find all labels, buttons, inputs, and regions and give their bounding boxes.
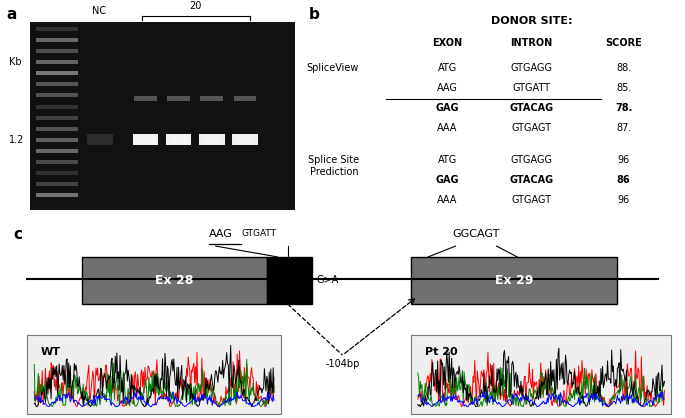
Text: SCORE: SCORE	[606, 38, 642, 48]
Text: 78.: 78.	[615, 103, 632, 113]
Text: Splice Site
Prediction: Splice Site Prediction	[308, 155, 359, 177]
Text: G>A: G>A	[316, 275, 338, 285]
Text: DONOR SITE:: DONOR SITE:	[491, 15, 572, 25]
Text: 1.2: 1.2	[9, 135, 25, 145]
Bar	[167, 96, 190, 101]
Bar	[36, 193, 78, 197]
Text: GAG: GAG	[436, 103, 459, 113]
Bar	[201, 96, 223, 101]
Text: b: b	[309, 7, 320, 22]
Text: GGCAGT: GGCAGT	[452, 229, 500, 240]
Bar	[36, 27, 78, 31]
Text: GAG: GAG	[436, 175, 459, 185]
Text: GTGATT: GTGATT	[242, 229, 277, 238]
Bar	[234, 96, 256, 101]
Bar	[36, 160, 78, 164]
Text: c: c	[14, 227, 23, 242]
Text: GTGAGT: GTGAGT	[512, 195, 551, 205]
Bar	[36, 149, 78, 153]
Text: ATG: ATG	[438, 63, 457, 73]
Bar	[166, 134, 191, 145]
Text: Ex 29: Ex 29	[495, 274, 533, 287]
Bar	[88, 134, 113, 145]
Text: WT: WT	[41, 347, 61, 357]
Text: NC: NC	[92, 5, 107, 15]
Bar	[411, 336, 671, 414]
Text: 85.: 85.	[616, 83, 632, 93]
Bar	[36, 138, 78, 142]
Text: a: a	[6, 7, 16, 22]
Bar	[36, 94, 78, 97]
Bar	[27, 336, 281, 414]
Bar	[82, 257, 267, 304]
Bar	[267, 257, 312, 304]
Text: INTRON: INTRON	[510, 38, 553, 48]
Bar	[199, 134, 225, 145]
Text: 96: 96	[617, 195, 630, 205]
Bar	[411, 257, 616, 304]
Text: EXON: EXON	[432, 38, 462, 48]
Bar	[36, 171, 78, 175]
Text: AAG: AAG	[209, 229, 233, 240]
Bar	[133, 134, 158, 145]
Bar	[36, 82, 78, 87]
Text: 96: 96	[617, 155, 630, 165]
Text: Ex 28: Ex 28	[155, 274, 194, 287]
Text: 86: 86	[616, 175, 630, 185]
Text: 88.: 88.	[616, 63, 632, 73]
Bar	[236, 136, 253, 143]
Bar	[36, 104, 78, 109]
Bar	[36, 116, 78, 120]
Bar	[203, 136, 220, 143]
Text: GTACAG: GTACAG	[510, 175, 553, 185]
Bar	[171, 136, 187, 143]
Text: GTGAGT: GTGAGT	[512, 123, 551, 133]
Bar	[36, 38, 78, 42]
Text: GTGATT: GTGATT	[512, 83, 551, 93]
Text: ATG: ATG	[438, 155, 457, 165]
Bar	[36, 60, 78, 64]
Bar	[36, 49, 78, 53]
Text: SpliceView: SpliceView	[307, 63, 359, 73]
Text: AAA: AAA	[437, 123, 458, 133]
Text: GTACAG: GTACAG	[510, 103, 553, 113]
Bar	[30, 22, 295, 211]
Text: Kb: Kb	[9, 57, 22, 67]
Text: 87.: 87.	[616, 123, 632, 133]
Text: GTGAGG: GTGAGG	[510, 155, 553, 165]
Text: AAG: AAG	[437, 83, 458, 93]
Text: -104bp: -104bp	[325, 359, 360, 369]
Text: Pt 20: Pt 20	[425, 347, 458, 357]
Bar	[134, 96, 157, 101]
Text: GTGAGG: GTGAGG	[510, 63, 553, 73]
Bar	[36, 127, 78, 131]
Bar	[137, 136, 153, 143]
Text: 20: 20	[190, 1, 202, 11]
Bar	[36, 71, 78, 75]
Text: AAA: AAA	[437, 195, 458, 205]
Bar	[232, 134, 258, 145]
Bar	[36, 182, 78, 186]
